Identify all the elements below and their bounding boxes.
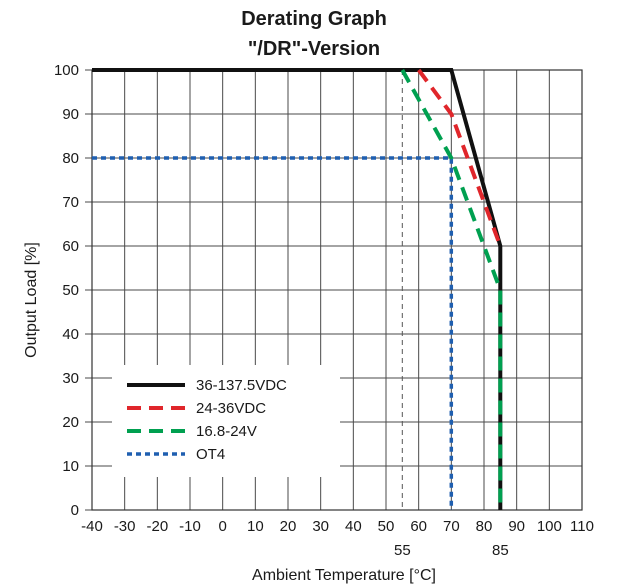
x-axis-label: Ambient Temperature [°C]: [252, 567, 436, 584]
y-tick-label: 50: [62, 282, 79, 299]
x-tick-label: -20: [146, 518, 168, 535]
x-tick-label: 100: [537, 518, 562, 535]
x-tick-label: 60: [410, 518, 427, 535]
x-tick-label: 80: [476, 518, 493, 535]
x-tick-label: 50: [378, 518, 395, 535]
x-tick-label: 10: [247, 518, 264, 535]
y-tick-label: 20: [62, 414, 79, 431]
chart-title: Derating Graph: [241, 8, 387, 30]
x-tick-label: 30: [312, 518, 329, 535]
y-tick-label: 80: [62, 150, 79, 167]
series-line: [400, 69, 503, 510]
series-layer: [92, 68, 503, 510]
y-tick-label: 70: [62, 194, 79, 211]
x-tick-label-extra: 55: [394, 542, 411, 559]
series-line: [417, 68, 503, 247]
x-tick-label: -30: [114, 518, 136, 535]
y-axis-label: Output Load [%]: [23, 242, 40, 358]
y-tick-label: 100: [54, 62, 79, 79]
legend: 36-137.5VDC 24-36VDC 16.8-24V OT4: [112, 365, 340, 477]
series-line: [92, 68, 503, 510]
x-tick-label: -40: [81, 518, 103, 535]
y-tick-label: 90: [62, 106, 79, 123]
x-tick-label: 40: [345, 518, 362, 535]
legend-label: 36-137.5VDC: [196, 377, 287, 394]
x-tick-label: 90: [508, 518, 525, 535]
x-tick-label-extra: 85: [492, 542, 509, 559]
legend-label: OT4: [196, 446, 225, 463]
legend-label: 16.8-24V: [196, 423, 257, 440]
y-tick-label: 0: [71, 502, 79, 519]
y-tick-label: 10: [62, 458, 79, 475]
y-tick-label: 40: [62, 326, 79, 343]
x-tick-label: 110: [570, 518, 594, 535]
x-tick-label: 20: [280, 518, 297, 535]
x-tick-label: -10: [179, 518, 201, 535]
chart-subtitle: "/DR"-Version: [248, 38, 380, 60]
series-line: [92, 156, 454, 510]
y-tick-label: 30: [62, 370, 79, 387]
legend-label: 24-36VDC: [196, 400, 266, 417]
x-tick-label: 70: [443, 518, 460, 535]
y-tick-label: 60: [62, 238, 79, 255]
x-tick-label: 0: [218, 518, 226, 535]
